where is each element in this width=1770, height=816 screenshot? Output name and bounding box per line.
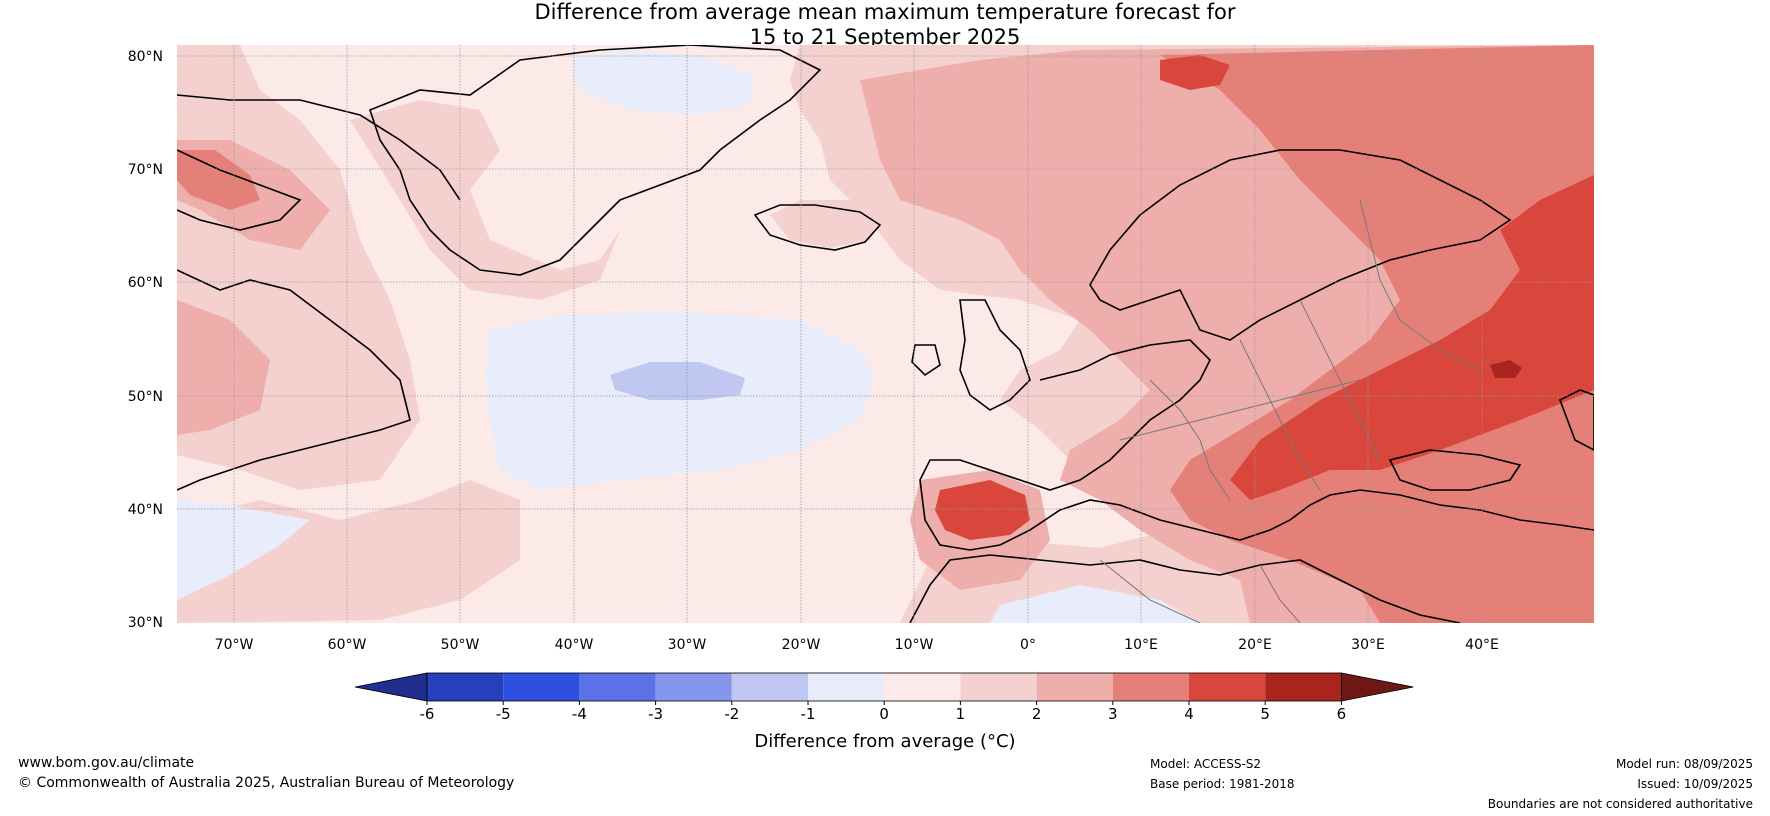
issued-date: Issued: 10/09/2025 xyxy=(1637,777,1753,791)
colorbar: -6 -5 -4 -3 -2 -1 0 1 2 3 4 5 6 xyxy=(354,672,1414,723)
gridlines xyxy=(177,45,1594,623)
colorbar-tick-label: -6 xyxy=(420,705,435,723)
colorbar-tick-label: -1 xyxy=(801,705,816,723)
anomaly-minus1-0-north xyxy=(570,50,755,115)
anomaly-1-2-greenland xyxy=(350,100,620,300)
colorbar-segment xyxy=(579,673,656,701)
colorbar-segment xyxy=(1265,673,1342,701)
colorbar-label: Difference from average (°C) xyxy=(754,731,1015,752)
colorbar-segment xyxy=(731,673,808,701)
anomaly-3-4-nw xyxy=(177,150,260,210)
colorbar-tick-label: -2 xyxy=(724,705,739,723)
colorbar-segment xyxy=(1112,673,1189,701)
anomaly-4-5-russia xyxy=(1230,175,1594,500)
colorbar-segment xyxy=(884,673,961,701)
lon-label-10e: 10°E xyxy=(1124,637,1158,653)
coast-caspian xyxy=(1558,389,1594,451)
copyright-text: © Commonwealth of Australia 2025, Austra… xyxy=(18,775,515,791)
lon-label-30e: 30°E xyxy=(1351,637,1385,653)
lat-label-40n: 40°N xyxy=(128,502,163,518)
colorbar-extend-high xyxy=(1341,672,1414,702)
coast-greenland xyxy=(369,45,822,276)
lon-label-0: 0° xyxy=(1020,637,1036,653)
colorbar-tick-label: 3 xyxy=(1108,705,1118,723)
anomaly-field xyxy=(177,45,1594,623)
lon-label-20e: 20°E xyxy=(1238,637,1272,653)
lon-label-50w: 50°W xyxy=(441,637,480,653)
colorbar-tick-label: 4 xyxy=(1184,705,1194,723)
colorbar-extend-low xyxy=(354,672,428,702)
colorbar-segment xyxy=(427,673,504,701)
lon-label-20w: 20°W xyxy=(782,637,821,653)
colorbar-tick-label: 5 xyxy=(1260,705,1270,723)
coast-black-sea xyxy=(1388,449,1522,491)
lon-label-40e: 40°E xyxy=(1465,637,1499,653)
colorbar-segment xyxy=(960,673,1037,701)
anomaly-minus1-0-southwest xyxy=(177,500,310,600)
lon-label-10w: 10°W xyxy=(895,637,934,653)
website-link[interactable]: www.bom.gov.au/climate xyxy=(18,755,195,771)
colorbar-tick-label: 2 xyxy=(1032,705,1042,723)
lat-label-50n: 50°N xyxy=(128,389,163,405)
boundaries-disclaimer: Boundaries are not considered authoritat… xyxy=(1487,797,1753,811)
anomaly-minus2-minus1-atlantic xyxy=(610,362,745,400)
coast-scandinavia xyxy=(1089,149,1512,341)
title-line-1: Difference from average mean maximum tem… xyxy=(534,0,1236,24)
coast-arctic-canada xyxy=(177,94,461,231)
colorbar-tick-label: 0 xyxy=(879,705,889,723)
base-period: Base period: 1981-2018 xyxy=(1150,777,1295,791)
lat-label-30n: 30°N xyxy=(128,615,163,631)
coastlines xyxy=(177,45,1594,623)
anomaly-4-5-svalbard xyxy=(1160,55,1230,90)
model-run-date: Model run: 08/09/2025 xyxy=(1615,757,1753,771)
coast-british-isles xyxy=(911,299,1031,411)
colorbar-tick-label: 6 xyxy=(1337,705,1347,723)
anomaly-4-5-iberia xyxy=(935,480,1030,540)
coast-labrador xyxy=(177,269,411,491)
anomaly-minus1-0-africa xyxy=(990,585,1200,623)
latitude-labels: 80°N 70°N 60°N 50°N 40°N 30°N xyxy=(128,49,163,631)
colorbar-segment xyxy=(503,673,580,701)
map-title: Difference from average mean maximum tem… xyxy=(0,0,1770,50)
lat-label-60n: 60°N xyxy=(128,275,163,291)
lon-label-30w: 30°W xyxy=(668,637,707,653)
colorbar-tick-label: 1 xyxy=(956,705,966,723)
model-name: Model: ACCESS-S2 xyxy=(1150,757,1262,771)
coast-iceland xyxy=(753,204,882,251)
coast-africa xyxy=(909,554,1461,623)
lon-label-70w: 70°W xyxy=(215,637,254,653)
anomaly-minus1-0-atlantic xyxy=(485,312,875,490)
colorbar-segment xyxy=(1036,673,1113,701)
colorbar-segment xyxy=(808,673,885,701)
colorbar-tick-label: -5 xyxy=(496,705,511,723)
colorbar-tick-label: -3 xyxy=(648,705,663,723)
lat-label-80n: 80°N xyxy=(128,49,163,65)
anomaly-5-6-core xyxy=(1490,360,1522,378)
colorbar-tick-label: -4 xyxy=(572,705,587,723)
lon-label-40w: 40°W xyxy=(555,637,594,653)
colorbar-segment xyxy=(1189,673,1266,701)
anomaly-1-2-iceland xyxy=(770,200,880,248)
anomaly-2-3-labrador xyxy=(177,300,270,435)
country-borders xyxy=(1099,199,1481,623)
colorbar-segment xyxy=(655,673,732,701)
coast-continental-europe xyxy=(919,339,1594,551)
lon-label-60w: 60°W xyxy=(328,637,367,653)
lat-label-70n: 70°N xyxy=(128,162,163,178)
longitude-labels: 70°W 60°W 50°W 40°W 30°W 20°W 10°W 0° 10… xyxy=(215,637,1499,653)
